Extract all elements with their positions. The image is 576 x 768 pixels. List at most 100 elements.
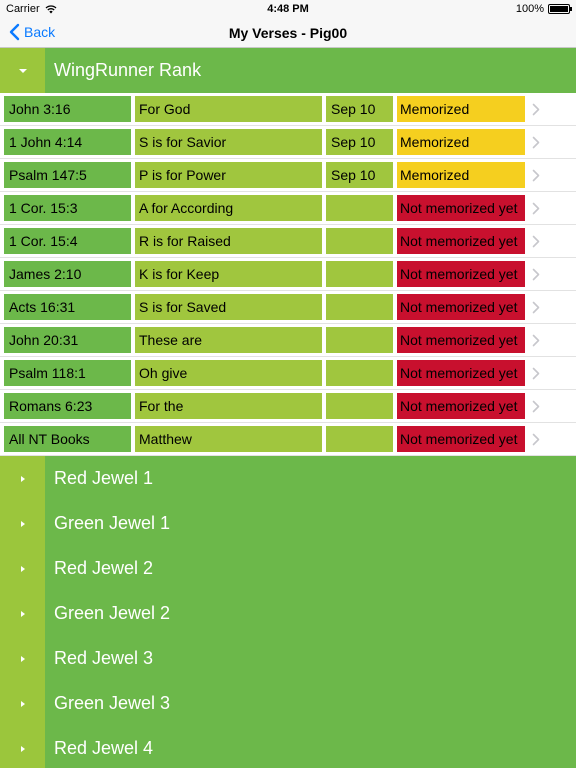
collapsed-section-header[interactable]: Green Jewel 2: [0, 591, 576, 636]
verse-row[interactable]: 1 John 4:14 S is for Savior Sep 10 Memorize…: [0, 126, 576, 159]
verse-row[interactable]: Acts 16:31 S is for Saved Not memorized ye…: [0, 291, 576, 324]
verse-row[interactable]: John 20:31 These are Not memorized yet: [0, 324, 576, 357]
chevron-right-icon: [532, 268, 540, 281]
verse-date: Sep 10: [326, 162, 393, 188]
section-toggle[interactable]: [0, 456, 45, 501]
collapsed-section-list: Red Jewel 1 Green Jewel 1 Red Jewel 2 Green…: [0, 456, 576, 768]
section-toggle[interactable]: [0, 48, 45, 93]
chevron-right-icon: [532, 334, 540, 347]
verse-date: Sep 10: [326, 129, 393, 155]
section-title-box: Red Jewel 2: [45, 546, 576, 591]
chevron-right-icon: [532, 202, 540, 215]
verse-row[interactable]: John 3:16 For God Sep 10 Memorized: [0, 93, 576, 126]
verse-reference: Psalm 118:1: [4, 360, 131, 386]
section-header-wingrunner-rank[interactable]: WingRunner Rank: [0, 48, 576, 93]
verse-list: John 3:16 For God Sep 10 Memorized 1 John 4:…: [0, 93, 576, 456]
section-title-box: Red Jewel 4: [45, 726, 576, 768]
verse-date: Sep 10: [326, 96, 393, 122]
wifi-icon: [45, 5, 57, 14]
verse-title: K is for Keep: [135, 261, 322, 287]
caret-right-icon: [20, 475, 25, 482]
chevron-right-icon: [532, 301, 540, 314]
section-toggle[interactable]: [0, 636, 45, 681]
caret-right-icon: [20, 655, 25, 662]
section-toggle[interactable]: [0, 726, 45, 768]
battery-fill: [550, 6, 568, 12]
verse-reference: 1 John 4:14: [4, 129, 131, 155]
verse-date: [326, 426, 393, 452]
chevron-right-icon: [532, 433, 540, 446]
section-title: WingRunner Rank: [54, 60, 202, 80]
chevron-left-icon: [9, 23, 20, 41]
section-title-box: Green Jewel 1: [45, 501, 576, 546]
verse-reference: James 2:10: [4, 261, 131, 287]
chevron-right-icon: [532, 367, 540, 380]
battery-icon: [548, 4, 572, 14]
caret-right-icon: [20, 520, 25, 527]
verse-title: S is for Saved: [135, 294, 322, 320]
verse-status-badge: Not memorized yet: [397, 360, 525, 386]
section-title: Green Jewel 2: [54, 603, 171, 623]
collapsed-section-header[interactable]: Green Jewel 3: [0, 681, 576, 726]
caret-down-icon: [18, 68, 27, 73]
verse-title: These are: [135, 327, 322, 353]
section-title-box: Green Jewel 2: [45, 591, 576, 636]
collapsed-section-header[interactable]: Red Jewel 4: [0, 726, 576, 768]
verse-date: [326, 261, 393, 287]
verse-status-badge: Not memorized yet: [397, 261, 525, 287]
verse-reference: John 20:31: [4, 327, 131, 353]
verse-reference: All NT Books: [4, 426, 131, 452]
verse-status-badge: Not memorized yet: [397, 294, 525, 320]
verse-reference: 1 Cor. 15:3: [4, 195, 131, 221]
collapsed-section-header[interactable]: Green Jewel 1: [0, 501, 576, 546]
verse-row[interactable]: All NT Books Matthew Not memorized yet: [0, 423, 576, 456]
nav-bar: Back My Verses - Pig00: [0, 20, 576, 48]
collapsed-section-header[interactable]: Red Jewel 3: [0, 636, 576, 681]
status-time: 4:48 PM: [267, 3, 309, 15]
section-title: Green Jewel 3: [54, 693, 171, 713]
verse-date: [326, 360, 393, 386]
battery-percent: 100%: [515, 3, 544, 15]
section-toggle[interactable]: [0, 501, 45, 546]
back-button[interactable]: Back: [8, 23, 55, 41]
verse-status-badge: Memorized: [397, 162, 525, 188]
verse-row[interactable]: Psalm 118:1 Oh give Not memorized yet: [0, 357, 576, 390]
verse-row[interactable]: Romans 6:23 For the Not memorized yet: [0, 390, 576, 423]
status-right: 100%: [515, 3, 572, 15]
section-title-box: WingRunner Rank: [45, 48, 576, 93]
chevron-right-icon: [532, 169, 540, 182]
verse-row[interactable]: 1 Cor. 15:4 R is for Raised Not memorized …: [0, 225, 576, 258]
verse-date: [326, 228, 393, 254]
carrier-label: Carrier: [6, 3, 40, 15]
section-toggle[interactable]: [0, 681, 45, 726]
caret-right-icon: [20, 700, 25, 707]
page-title: My Verses - Pig00: [228, 25, 348, 41]
collapsed-section-header[interactable]: Red Jewel 1: [0, 456, 576, 501]
section-title: Red Jewel 1: [54, 468, 154, 488]
verse-row[interactable]: Psalm 147:5 P is for Power Sep 10 Memorized: [0, 159, 576, 192]
verse-row[interactable]: James 2:10 K is for Keep Not memorized yet: [0, 258, 576, 291]
verse-reference: Acts 16:31: [4, 294, 131, 320]
verse-status-badge: Not memorized yet: [397, 228, 525, 254]
verse-title: R is for Raised: [135, 228, 322, 254]
verse-title: P is for Power: [135, 162, 322, 188]
section-toggle[interactable]: [0, 546, 45, 591]
verse-reference: John 3:16: [4, 96, 131, 122]
back-label: Back: [24, 24, 56, 40]
section-title-box: Red Jewel 3: [45, 636, 576, 681]
status-left: Carrier: [6, 3, 57, 15]
verse-date: [326, 393, 393, 419]
verse-title: S is for Savior: [135, 129, 322, 155]
verse-date: [326, 195, 393, 221]
verse-status-badge: Not memorized yet: [397, 327, 525, 353]
collapsed-section-header[interactable]: Red Jewel 2: [0, 546, 576, 591]
verse-date: [326, 294, 393, 320]
verse-row[interactable]: 1 Cor. 15:3 A for According Not memorized …: [0, 192, 576, 225]
verse-title: Matthew: [135, 426, 322, 452]
section-toggle[interactable]: [0, 591, 45, 636]
chevron-right-icon: [532, 400, 540, 413]
verse-date: [326, 327, 393, 353]
verse-title: A for According: [135, 195, 322, 221]
verse-status-badge: Not memorized yet: [397, 195, 525, 221]
verse-status-badge: Memorized: [397, 129, 525, 155]
